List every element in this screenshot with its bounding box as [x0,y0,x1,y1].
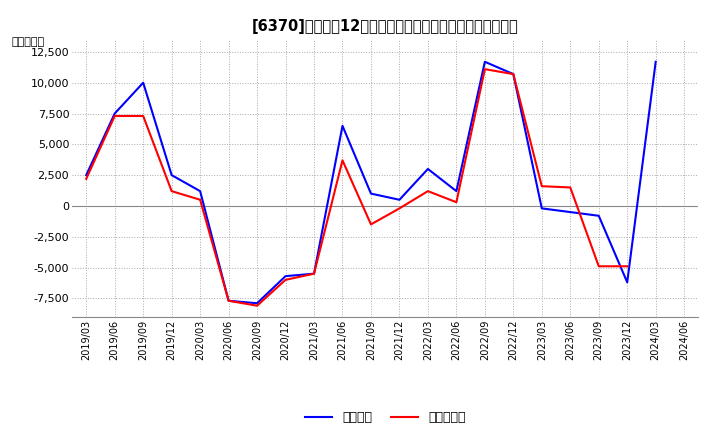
経常利益 [366,191,375,196]
経常利益 [110,111,119,116]
経常利益 [537,206,546,211]
経常利益 [509,71,518,77]
当期純利益 [680,92,688,98]
Title: [6370]　利益だ12か月移動合計の対前年同期増減額の推移: [6370] 利益だ12か月移動合計の対前年同期増減額の推移 [252,19,518,34]
経常利益 [196,188,204,194]
経常利益 [652,59,660,64]
Line: 経常利益: 経常利益 [86,62,656,303]
経常利益 [595,213,603,218]
経常利益 [139,80,148,85]
経常利益 [423,166,432,172]
当期純利益 [282,277,290,282]
経常利益 [338,123,347,128]
Y-axis label: （百万円）: （百万円） [12,37,45,47]
当期純利益 [423,188,432,194]
当期純利益 [395,206,404,211]
経常利益 [623,280,631,285]
経常利益 [225,298,233,304]
経常利益 [167,172,176,178]
経常利益 [282,274,290,279]
当期純利益 [139,114,148,119]
経常利益 [566,209,575,215]
当期純利益 [537,183,546,189]
当期純利益 [595,264,603,269]
経常利益 [395,197,404,202]
当期純利益 [566,185,575,190]
当期純利益 [480,66,489,72]
当期純利益 [225,298,233,304]
当期純利益 [167,188,176,194]
当期純利益 [623,264,631,269]
当期純利益 [366,222,375,227]
Line: 当期純利益: 当期純利益 [86,69,684,306]
当期純利益 [509,71,518,77]
経常利益 [253,301,261,306]
当期純利益 [253,303,261,308]
当期純利益 [452,200,461,205]
経常利益 [310,271,318,276]
経常利益 [452,188,461,194]
当期純利益 [196,197,204,202]
当期純利益 [110,114,119,119]
当期純利益 [310,271,318,276]
経常利益 [82,172,91,178]
当期純利益 [82,176,91,181]
Legend: 経常利益, 当期純利益: 経常利益, 当期純利益 [300,406,471,429]
当期純利益 [338,158,347,163]
経常利益 [480,59,489,64]
